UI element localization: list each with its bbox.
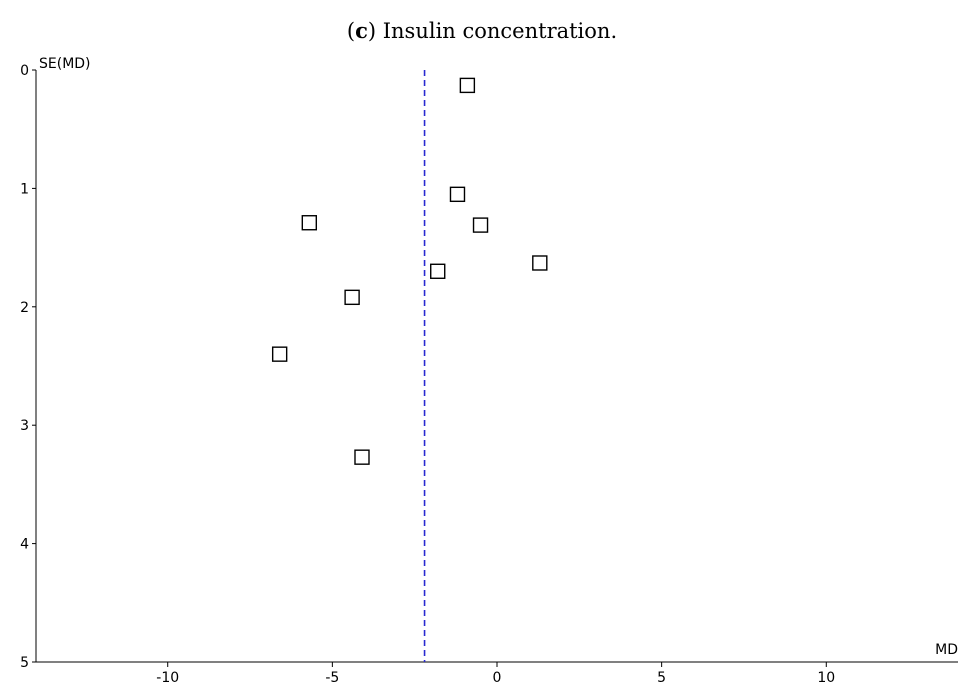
y-tick-label: 0 [20, 63, 29, 79]
y-tick-label: 5 [20, 655, 29, 671]
caption-panel-letter: c [355, 18, 368, 43]
y-axis-title: SE(MD) [39, 56, 91, 72]
x-tick-label: -5 [325, 670, 339, 686]
study-marker [430, 263, 446, 279]
x-tick-label: -10 [156, 670, 179, 686]
y-axis-ticks: 0 1 2 3 4 5 [20, 63, 36, 671]
x-tick-label: 10 [817, 670, 835, 686]
y-tick-label: 2 [20, 300, 29, 316]
y-tick-label: 4 [20, 537, 29, 553]
x-tick-label: 0 [493, 670, 502, 686]
study-marker [301, 215, 318, 231]
study-marker [354, 449, 370, 465]
x-axis-title: MD [935, 642, 958, 658]
study-marker [344, 289, 360, 306]
x-tick-label: 5 [657, 670, 666, 686]
x-axis-ticks: -10 -5 0 5 10 [156, 662, 835, 686]
study-marker [449, 186, 466, 203]
y-tick-label: 1 [20, 181, 29, 197]
study-markers [271, 77, 548, 465]
y-tick-label: 3 [20, 418, 29, 434]
study-marker [459, 77, 476, 94]
study-marker [271, 346, 288, 362]
chart-caption: (c) Insulin concentration. [347, 18, 617, 43]
study-marker [532, 255, 548, 271]
study-marker [472, 217, 489, 233]
